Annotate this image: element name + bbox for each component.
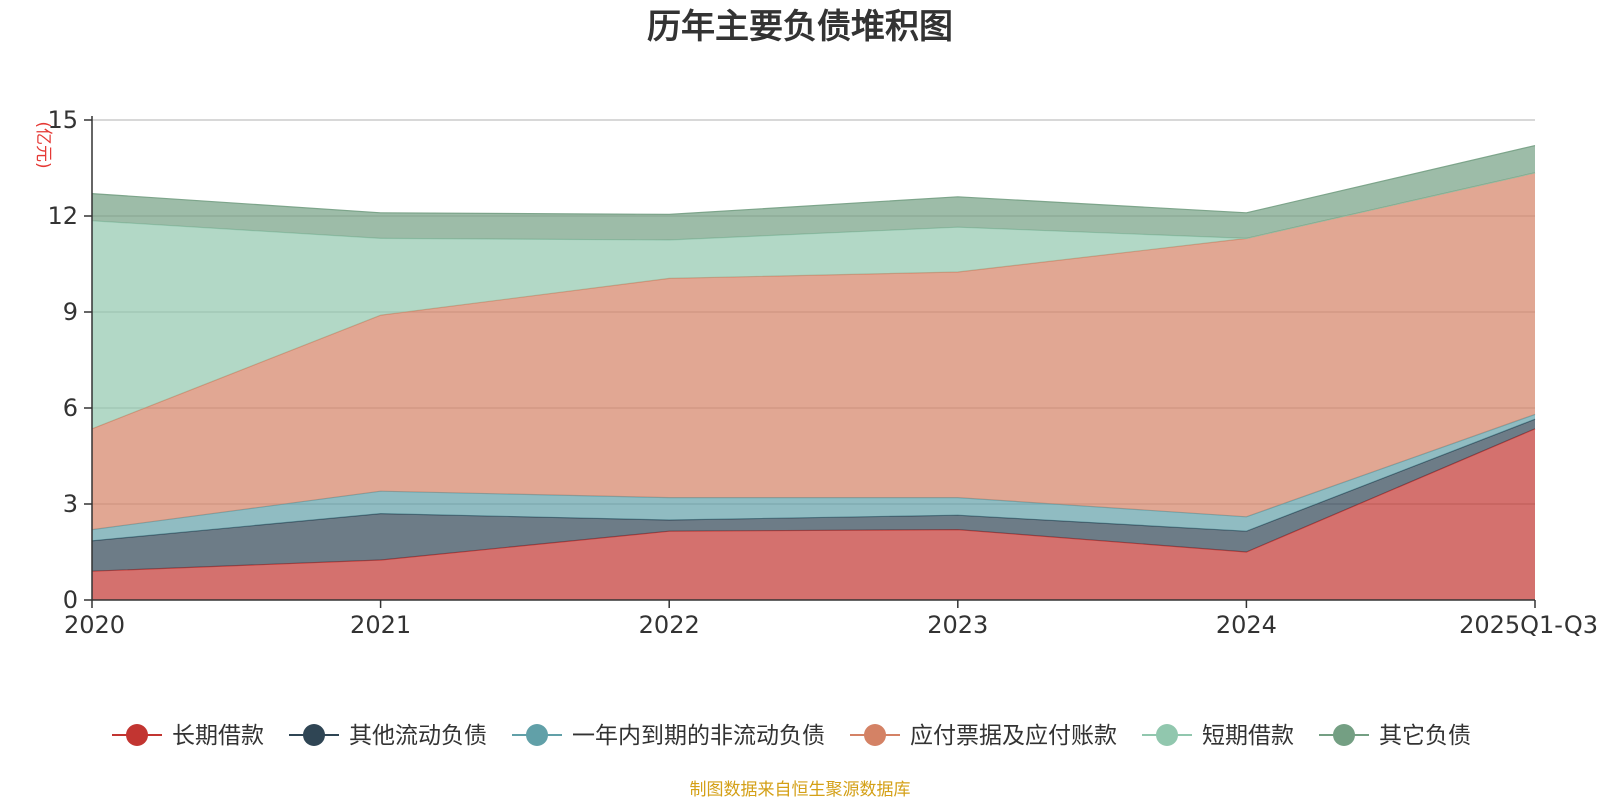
x-tick-label: 2021: [350, 611, 411, 639]
y-tick-label: 3: [63, 490, 78, 518]
area-2: [92, 419, 1535, 572]
legend-marker: [526, 724, 548, 746]
legend-label: 长期借款: [172, 723, 264, 749]
y-tick-label: 0: [63, 586, 78, 614]
series-line-6: [91, 145, 1536, 216]
y-unit-label: (亿元): [33, 121, 53, 168]
x-tick-label: 2020: [64, 611, 125, 639]
legend-label: 其他流动负债: [349, 723, 487, 749]
legend-label: 一年内到期的非流动负债: [572, 723, 825, 749]
legend-marker: [864, 724, 886, 746]
legend-label: 其它负债: [1379, 723, 1471, 749]
axes: 0 3 6 9 12 15 2020 2021 2022 2023 2024 2025Q1-Q3: [47, 106, 1598, 639]
legend-item-3[interactable]: 一年内到期的非流动负债: [512, 723, 825, 749]
legend-item-1[interactable]: 长期借款: [112, 723, 264, 749]
legend-marker: [303, 724, 325, 746]
area-4: [92, 172, 1535, 530]
legend-marker: [1333, 724, 1355, 746]
legend-item-4[interactable]: 应付票据及应付账款: [850, 723, 1117, 749]
y-tick-label: 9: [63, 298, 78, 326]
y-tick-label: 15: [47, 106, 78, 134]
legend-label: 短期借款: [1202, 723, 1294, 749]
legend-marker: [1156, 724, 1178, 746]
legend-marker: [126, 724, 148, 746]
legend-item-5[interactable]: 短期借款: [1142, 723, 1294, 749]
area-series: [91, 145, 1536, 600]
legend-item-2[interactable]: 其他流动负债: [289, 723, 487, 749]
x-tick-label: 2023: [927, 611, 988, 639]
y-tick-label: 12: [47, 202, 78, 230]
y-tick-label: 6: [63, 394, 78, 422]
x-tick-label: 2022: [639, 611, 700, 639]
legend-item-6[interactable]: 其它负债: [1319, 723, 1471, 749]
area-5: [92, 172, 1535, 429]
x-tick-label: 2025Q1-Q3: [1459, 611, 1598, 639]
area-3: [92, 414, 1535, 541]
chart-title: 历年主要负债堆积图: [647, 7, 953, 47]
area-1: [92, 428, 1535, 600]
area-6: [92, 145, 1535, 240]
data-source-note: 制图数据来自恒生聚源数据库: [690, 780, 911, 800]
x-tick-label: 2024: [1216, 611, 1277, 639]
legend-label: 应付票据及应付账款: [910, 723, 1117, 749]
legend: 长期借款 其他流动负债 一年内到期的非流动负债 应付票据及应付账款 短期借款 其它负债: [112, 723, 1471, 749]
